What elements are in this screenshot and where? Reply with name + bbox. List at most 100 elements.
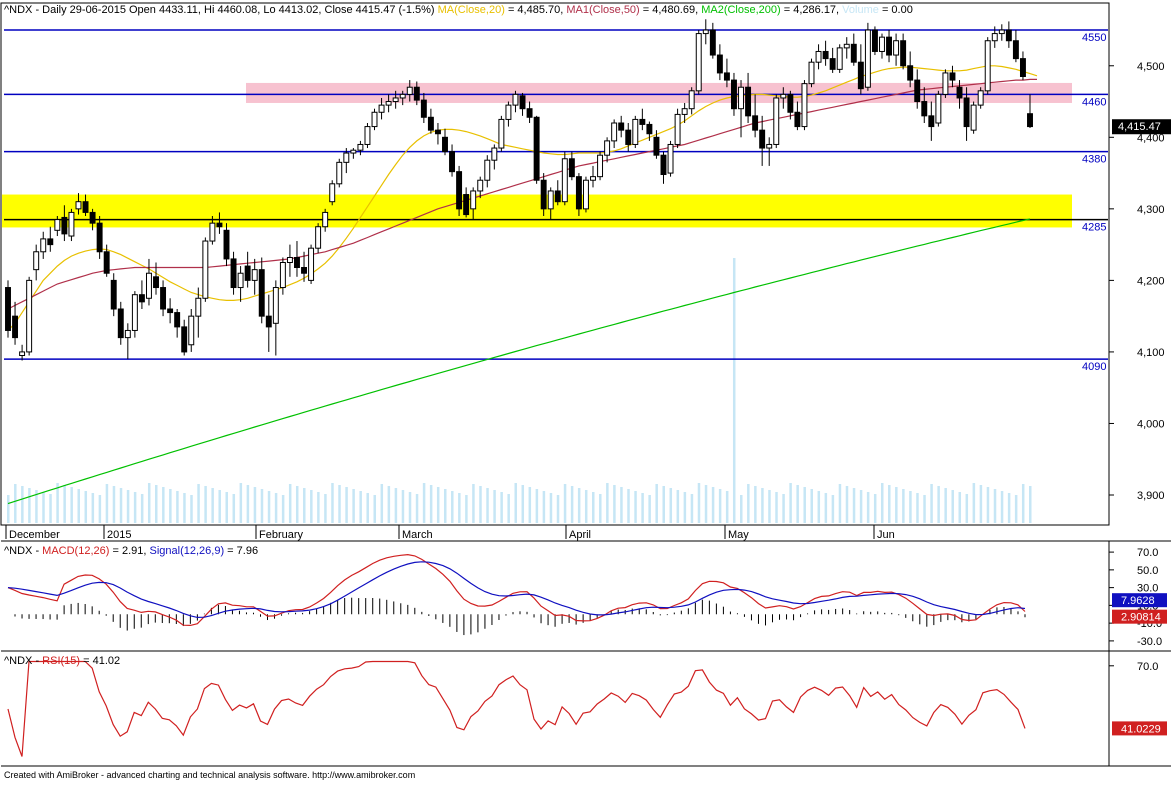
volume-bar — [451, 491, 454, 523]
candle-body — [843, 43, 850, 49]
candle-body — [470, 190, 477, 210]
volume-bar — [761, 488, 764, 523]
volume-bar — [119, 488, 123, 523]
price-tick-label: 4,400 — [1137, 132, 1165, 144]
candle-body — [188, 315, 195, 346]
macd-header: ^NDX - MACD(12,26) = 2.91, Signal(12,26,… — [4, 545, 258, 557]
volume-bar — [345, 487, 348, 523]
price-tick-label: 3,900 — [1137, 490, 1165, 502]
volume-bar — [443, 489, 447, 523]
volume-bar — [472, 484, 475, 523]
candle-body — [209, 222, 216, 242]
candle-body — [294, 256, 300, 269]
price-header: ^NDX - Daily 29-06-2015 Open 4433.11, Hi… — [4, 4, 913, 16]
candle-body — [392, 97, 399, 103]
volume-bar — [310, 490, 313, 523]
candle-body — [33, 251, 40, 271]
level-label: 4090 — [1082, 361, 1106, 373]
date-tick-label: December — [9, 529, 60, 541]
volume-bar — [888, 485, 891, 523]
volume-bar — [246, 485, 250, 523]
candle-body — [336, 161, 343, 185]
volume-bar — [570, 486, 574, 523]
volume-bar — [197, 484, 200, 523]
candle-body — [935, 93, 942, 124]
candle-body — [103, 251, 110, 274]
volume-bar — [986, 487, 990, 523]
rsi-value-label: 41.0229 — [1121, 723, 1161, 735]
volume-bar — [1021, 484, 1025, 523]
rsi-value-tag — [1112, 721, 1167, 736]
volume-bar — [415, 494, 419, 523]
volume-bar — [155, 485, 158, 523]
candle-body — [519, 95, 526, 110]
candle-body — [216, 222, 223, 228]
candle-body — [604, 140, 611, 156]
candle-body — [857, 61, 864, 90]
rsi-series — [7, 660, 1026, 757]
last-price-label: 4,415.47 — [1118, 121, 1161, 133]
candle-body — [886, 36, 893, 56]
volume-bar — [112, 486, 116, 523]
candle-body — [1019, 58, 1026, 77]
volume-bar — [133, 492, 137, 523]
candle-body — [258, 269, 265, 317]
volume-bar — [288, 484, 292, 523]
volume-bar — [211, 488, 214, 523]
volume-bar — [486, 488, 489, 523]
volume-bar — [260, 489, 264, 523]
volume-bar — [239, 483, 243, 523]
candle-body — [378, 104, 385, 113]
candle-body — [308, 247, 315, 281]
candle-body — [26, 279, 33, 353]
candle-body — [82, 201, 89, 213]
volume-bar — [147, 483, 151, 523]
candle-body — [237, 272, 244, 289]
candle-body — [759, 129, 766, 149]
candle-body — [181, 326, 188, 353]
candle-body — [794, 111, 801, 128]
date-tick-label: February — [259, 529, 304, 541]
candle-body — [766, 143, 773, 149]
candle-body — [921, 101, 928, 117]
candle-body — [265, 315, 272, 328]
volume-bar — [98, 495, 102, 523]
candle-body — [970, 104, 977, 131]
volume-bar — [21, 486, 24, 523]
candle-body — [329, 183, 336, 203]
candle-body — [110, 279, 117, 310]
candle-body — [547, 190, 554, 210]
candle-body — [124, 329, 131, 339]
volume-bar — [183, 493, 186, 523]
candle-body — [1005, 29, 1012, 42]
volume-bar — [831, 495, 835, 523]
volume-bar — [169, 489, 172, 523]
volume-bar — [563, 484, 567, 523]
candle-body — [963, 97, 970, 128]
volume-bar — [577, 488, 581, 523]
volume-bar — [789, 483, 792, 523]
candle-body — [526, 108, 533, 118]
candle-body — [625, 129, 632, 145]
candle-body — [618, 122, 625, 131]
volume-bar — [218, 490, 221, 523]
ma50-line — [7, 78, 1037, 310]
candle-body — [646, 123, 653, 135]
volume-bar — [859, 490, 863, 523]
date-tick-label: March — [402, 529, 433, 541]
volume-bar — [77, 489, 80, 523]
volume-bar — [70, 487, 73, 523]
candle-body — [808, 61, 815, 85]
volume-bar — [429, 485, 433, 523]
candle-body — [575, 176, 582, 210]
volume-bar — [683, 492, 687, 523]
volume-bar — [331, 483, 334, 523]
volume-bar — [232, 494, 236, 523]
candle-body — [413, 86, 420, 101]
volume-bar — [880, 483, 884, 523]
candle-body — [364, 126, 371, 145]
candle-body — [357, 143, 364, 151]
candle-body — [484, 159, 491, 181]
volume-bar — [500, 492, 503, 523]
